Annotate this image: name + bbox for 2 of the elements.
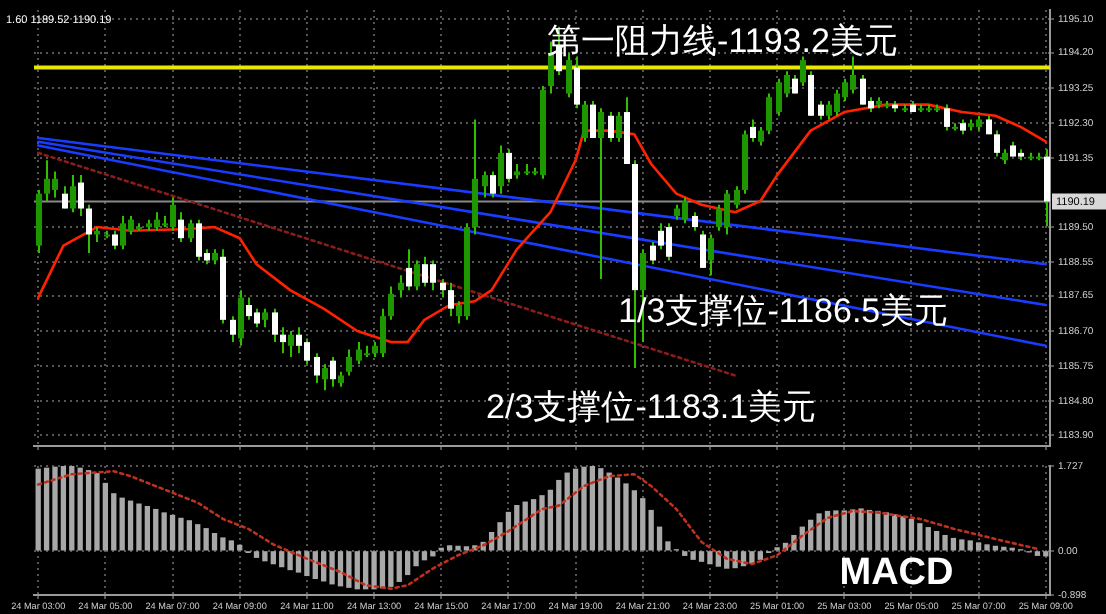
annotation: 2/3支撑位-1183.1美元 <box>486 388 817 427</box>
annotation: MACD <box>839 551 954 594</box>
